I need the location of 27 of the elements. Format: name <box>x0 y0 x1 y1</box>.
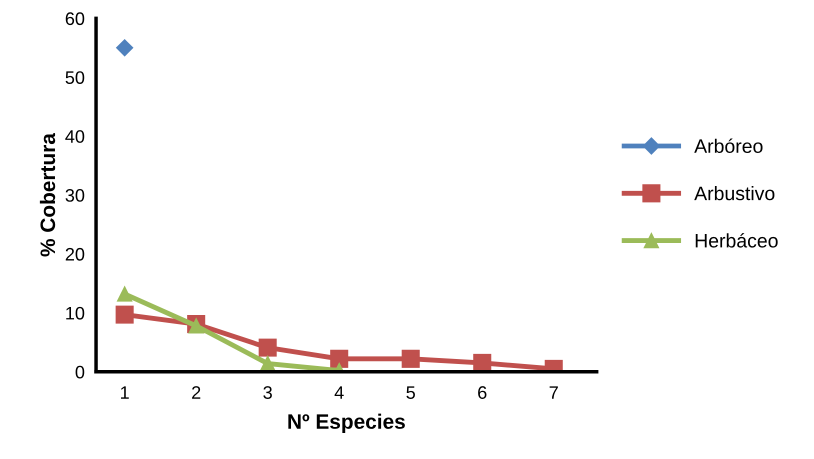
y-tick-label: 40 <box>65 130 84 143</box>
y-tick-label: 20 <box>66 248 84 261</box>
point <box>258 338 277 357</box>
point <box>188 318 204 334</box>
legend-label: Herbáceo <box>696 233 778 248</box>
y-tick-label: 0 <box>76 366 84 379</box>
legend-label: Arbóreo <box>694 138 763 153</box>
point <box>473 354 492 372</box>
legend-label: Arbustivo <box>694 186 774 200</box>
x-tick-label: 4 <box>334 386 344 399</box>
y-tick-label: 50 <box>66 71 84 84</box>
x-tick-label: 3 <box>263 386 272 399</box>
x-tick-label: 5 <box>406 386 415 399</box>
point <box>116 39 134 56</box>
y-tick-label: 30 <box>66 189 84 202</box>
y-tick-label: 60 <box>66 12 84 26</box>
x-tick-label: 6 <box>478 386 486 399</box>
point <box>330 350 348 368</box>
point <box>116 306 134 324</box>
y-tick-label: 10 <box>66 306 84 320</box>
x-tick-label: 7 <box>550 386 558 399</box>
point <box>402 350 420 368</box>
x-tick-label: 1 <box>121 386 129 399</box>
point <box>117 286 132 302</box>
x-tick-label: 2 <box>192 386 200 399</box>
y-axis-title: % Cobertura <box>40 133 56 256</box>
x-axis-title: Nº Especies <box>288 414 405 434</box>
